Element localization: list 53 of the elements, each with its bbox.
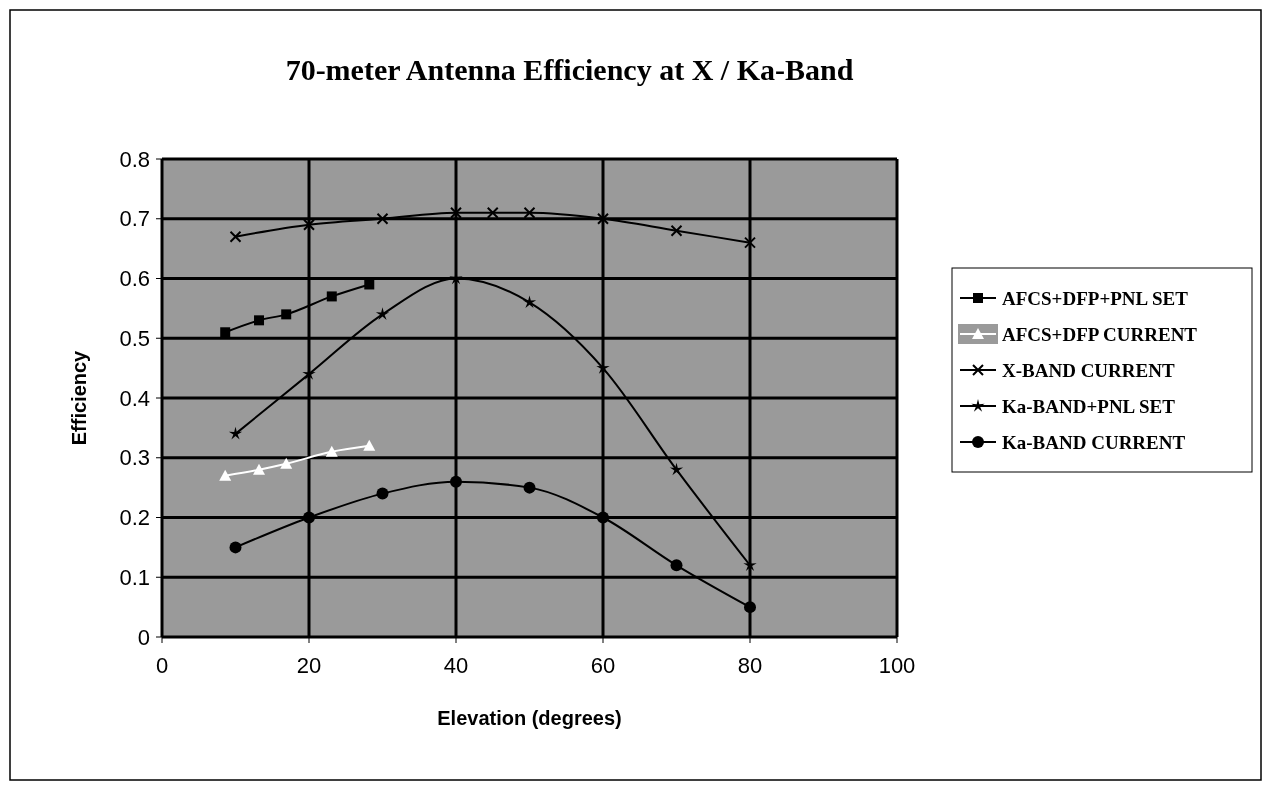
y-tick-label: 0.8 — [119, 146, 150, 172]
point — [376, 487, 389, 500]
y-tick-label: 0.1 — [119, 564, 150, 590]
point — [253, 463, 266, 475]
legend-label: Ka-BAND CURRENT — [1002, 431, 1186, 453]
point — [523, 206, 536, 219]
y-tick-label: 0 — [137, 624, 150, 650]
point — [325, 445, 338, 457]
x-tick-label: 0 — [155, 653, 169, 678]
x-tick-label: 80 — [737, 653, 763, 678]
y-tick-label: 0.7 — [119, 206, 150, 232]
point — [522, 295, 537, 309]
point — [450, 206, 462, 219]
point — [597, 511, 609, 524]
point — [376, 212, 389, 225]
point — [744, 236, 756, 249]
y-tick-label: 0.5 — [119, 325, 150, 351]
point — [670, 559, 683, 572]
point — [254, 315, 265, 326]
point — [669, 462, 684, 476]
y-tick-label: 0.6 — [119, 266, 150, 292]
point — [280, 457, 293, 469]
point — [326, 291, 337, 302]
y-tick-label: 0.3 — [119, 445, 150, 471]
x-tick-label: 100 — [878, 653, 916, 678]
y-tick-label: 0.2 — [119, 505, 150, 531]
point — [744, 601, 756, 614]
x-axis-title: Elevation (degrees) — [437, 707, 622, 729]
point — [363, 439, 376, 451]
x-tick-label: 40 — [443, 653, 469, 678]
point — [228, 426, 243, 440]
legend-label: X-BAND CURRENT — [1002, 359, 1175, 381]
y-tick-label: 0.4 — [119, 385, 150, 411]
point — [229, 541, 242, 554]
point — [229, 230, 242, 243]
point — [670, 224, 683, 237]
chart-title: 70-meter Antenna Efficiency at X / Ka-Band — [285, 53, 854, 86]
point — [364, 279, 375, 290]
point — [220, 327, 231, 338]
legend-label: AFCS+DFP CURRENT — [1002, 323, 1198, 345]
point — [450, 475, 462, 488]
point — [375, 307, 390, 321]
y-axis-title: Efficiency — [68, 349, 90, 446]
point — [219, 469, 232, 481]
legend-label: AFCS+DFP+PNL SET — [1002, 287, 1189, 309]
point — [597, 212, 609, 225]
legend-label: Ka-BAND+PNL SET — [1002, 395, 1176, 417]
point — [303, 511, 315, 524]
point — [486, 206, 499, 219]
point — [281, 309, 292, 320]
point — [523, 481, 536, 494]
x-tick-label: 20 — [296, 653, 322, 678]
x-tick-label: 60 — [590, 653, 616, 678]
